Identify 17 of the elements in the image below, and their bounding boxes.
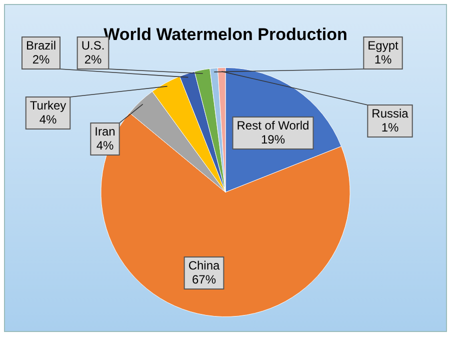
slice-label: China — [188, 258, 220, 272]
data-label: 4% — [96, 138, 114, 152]
chart-title: World Watermelon Production — [104, 24, 348, 44]
slice-label: Russia — [372, 106, 409, 120]
slice-label: Iran — [94, 124, 116, 138]
slice-label: U.S. — [81, 38, 105, 52]
data-label: 1% — [374, 52, 392, 66]
data-label: 2% — [32, 52, 50, 66]
data-label: 1% — [381, 120, 399, 134]
data-label: 67% — [192, 272, 216, 286]
data-label: 2% — [84, 52, 102, 66]
slice-label: Brazil — [26, 38, 56, 52]
data-label: 4% — [39, 112, 57, 126]
slice-label: Egypt — [368, 38, 400, 52]
slice-label: Turkey — [30, 98, 66, 112]
data-label: 19% — [260, 132, 286, 146]
slice-label: Rest of World — [236, 118, 310, 132]
